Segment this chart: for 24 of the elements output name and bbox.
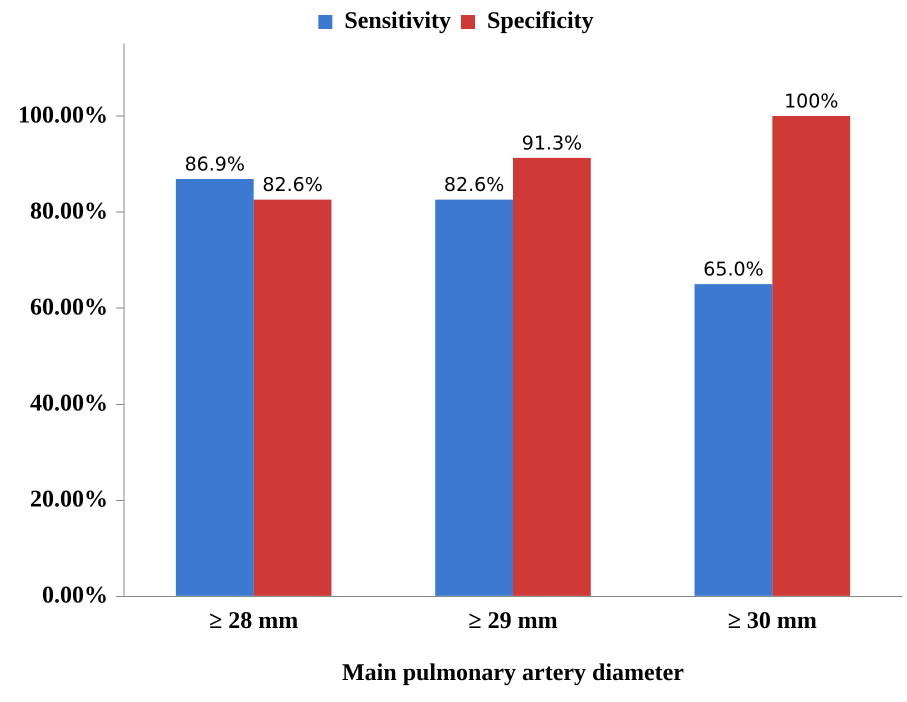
y-tick-label: 60.00%: [30, 294, 108, 320]
bar: [435, 200, 513, 596]
x-tick-label: ≥ 28 mm: [209, 608, 298, 634]
data-label: 82.6%: [444, 174, 504, 196]
bar: [254, 200, 332, 596]
data-label: 91.3%: [522, 132, 582, 154]
x-tick-label: ≥ 30 mm: [728, 608, 817, 634]
bar: [176, 178, 254, 596]
data-label: 82.6%: [262, 174, 323, 196]
y-tick-label: 100.00%: [18, 102, 108, 128]
data-label: 100%: [784, 90, 838, 112]
x-axis-title: Main pulmonary artery diameter: [342, 660, 684, 686]
legend-label: Specificity: [487, 8, 594, 34]
data-label: 86.9%: [184, 153, 245, 176]
bar: [772, 116, 850, 596]
y-tick-label: 40.00%: [30, 390, 108, 416]
legend-label: Sensitivity: [344, 8, 452, 34]
data-label: 65.0%: [703, 258, 764, 281]
bar: [694, 284, 772, 596]
bar: [513, 158, 591, 596]
y-tick-label: 0.00%: [42, 582, 108, 609]
x-tick-label: ≥ 29 mm: [468, 608, 558, 634]
y-tick-label: 80.00%: [30, 198, 108, 224]
y-tick-label: 20.00%: [30, 486, 108, 513]
